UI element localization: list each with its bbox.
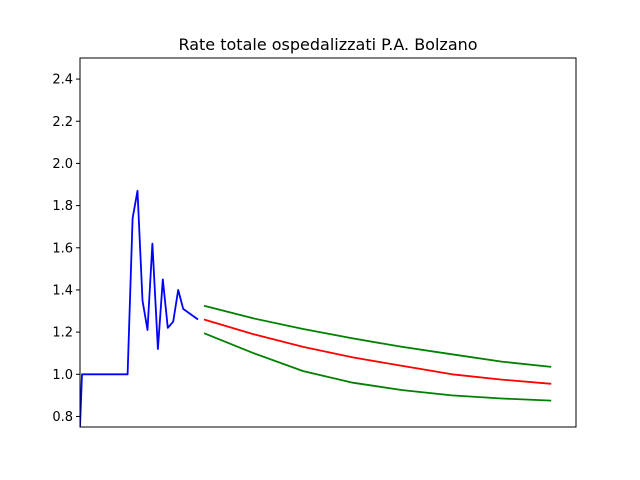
chart-title: Rate totale ospedalizzati P.A. Bolzano (178, 35, 477, 54)
y-tick-label: 2.4 (52, 73, 73, 88)
y-tick-label: 1.2 (52, 326, 73, 341)
y-tick-label: 1.0 (52, 368, 73, 383)
forecast-series-line (203, 318, 552, 385)
y-tick-label: 2.2 (52, 115, 73, 130)
y-tick-label: 1.6 (52, 241, 73, 256)
y-tick-label: 1.8 (52, 199, 73, 214)
y-tick-label: 2.0 (52, 157, 73, 172)
plot-area-frame (79, 57, 577, 428)
y-tick-label: 0.8 (52, 410, 73, 425)
upper-bound-series-line (203, 304, 552, 368)
lower-bound-series-line (203, 332, 552, 402)
observed-series-line (80, 189, 199, 427)
y-tick-label: 1.4 (52, 283, 73, 298)
